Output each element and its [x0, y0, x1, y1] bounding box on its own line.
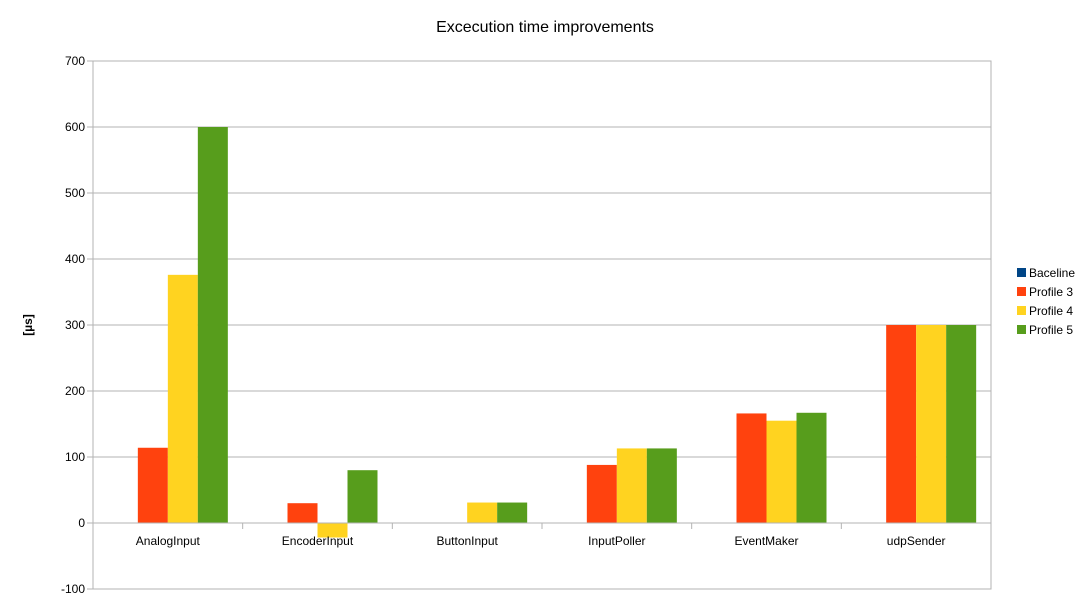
legend-label: Profile 5 [1029, 323, 1073, 337]
bar [287, 503, 318, 523]
legend-label: Profile 4 [1029, 304, 1073, 318]
bars [137, 127, 977, 538]
bar [946, 325, 977, 523]
y-tick-label: 300 [65, 318, 85, 332]
y-tick-label: 500 [65, 186, 85, 200]
plot-frame [92, 60, 992, 590]
bar [167, 274, 198, 523]
y-tick-label: 700 [65, 54, 85, 68]
y-axis-ticks: -100 0 100 200 300 400 500 600 700 [61, 54, 93, 596]
bar [347, 470, 378, 523]
bar [916, 325, 947, 523]
x-axis-categories: AnalogInput EncoderInput ButtonInput InputP… [93, 522, 991, 548]
bar [467, 502, 498, 523]
legend-swatch [1017, 268, 1026, 277]
legend-swatch [1017, 287, 1026, 296]
x-category-label: AnalogInput [136, 534, 201, 548]
legend: Baceline Profile 3 Profile 4 Profile 5 [1017, 266, 1075, 337]
bar [137, 447, 168, 523]
y-tick-label: 100 [65, 450, 85, 464]
bar [646, 448, 677, 523]
y-tick-label: 0 [78, 516, 85, 530]
y-tick-label: -100 [61, 582, 85, 596]
bar [497, 502, 528, 523]
chart-title: Excecution time improvements [436, 19, 654, 36]
bar [796, 412, 827, 523]
bar [616, 448, 647, 523]
bar [317, 523, 348, 538]
legend-swatch [1017, 306, 1026, 315]
legend-swatch [1017, 325, 1026, 334]
x-category-label: EventMaker [734, 534, 798, 548]
x-category-label: udpSender [887, 534, 946, 548]
y-axis-title: [µs] [21, 314, 35, 336]
y-tick-label: 400 [65, 252, 85, 266]
bar [586, 464, 617, 523]
y-tick-label: 600 [65, 120, 85, 134]
legend-label: Baceline [1029, 266, 1075, 280]
bar [197, 127, 228, 523]
bar [736, 413, 767, 523]
bar [766, 420, 797, 523]
y-tick-label: 200 [65, 384, 85, 398]
x-category-label: EncoderInput [282, 534, 354, 548]
legend-label: Profile 3 [1029, 285, 1073, 299]
x-category-label: ButtonInput [436, 534, 498, 548]
x-category-label: InputPoller [588, 534, 645, 548]
bar [886, 325, 917, 523]
